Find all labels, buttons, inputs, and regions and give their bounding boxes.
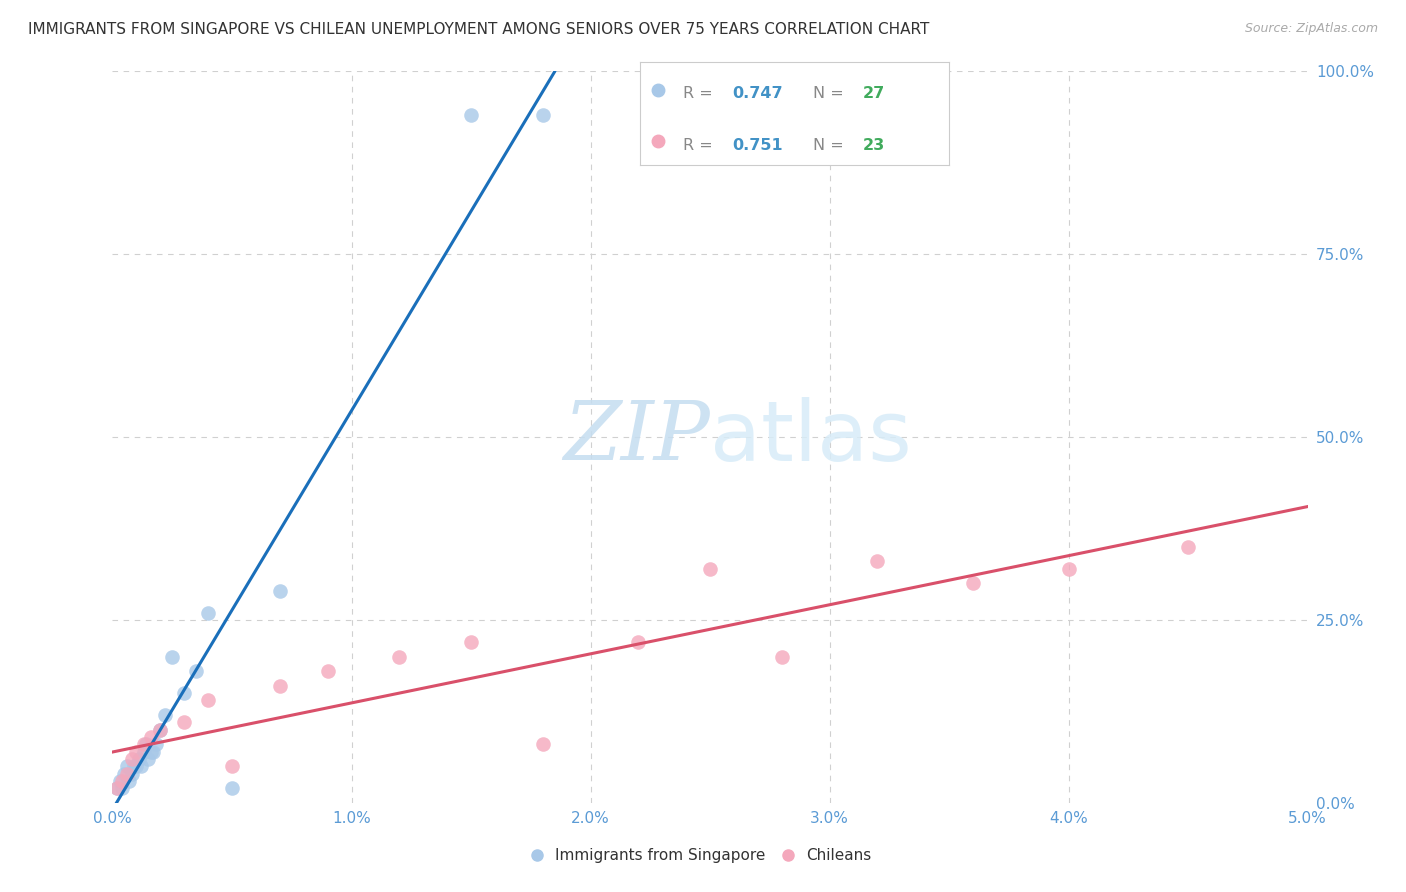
Point [316,664,339,678]
Point [122,759,145,773]
Point [105,781,128,796]
Text: 23: 23 [862,137,884,153]
Point [460,108,482,122]
Point [770,649,793,664]
Point [125,745,148,759]
Text: Immigrants from Singapore: Immigrants from Singapore [554,848,765,863]
Point [135,737,157,751]
Text: atlas: atlas [710,397,911,477]
Point [129,759,152,773]
Point [138,752,160,766]
Point [105,781,128,796]
Point [115,759,138,773]
Point [128,752,150,766]
Point [197,693,219,707]
Point [115,766,138,780]
Point [142,745,165,759]
Point [186,664,208,678]
Point [1177,540,1199,554]
Point [111,773,134,788]
Point [388,649,411,664]
Point [173,715,195,730]
Point [125,759,148,773]
Point [1057,562,1080,576]
Point [108,773,131,788]
Text: 0.751: 0.751 [733,137,783,153]
Point [162,649,183,664]
Text: Chileans: Chileans [806,848,870,863]
Point [139,730,162,744]
Point [149,723,172,737]
Point [221,759,243,773]
Text: N =: N = [813,87,849,102]
Point [132,737,155,751]
Point [627,635,650,649]
Point [269,583,291,598]
Text: Source: ZipAtlas.com: Source: ZipAtlas.com [1244,22,1378,36]
Text: R =: R = [683,87,718,102]
Point [149,723,172,737]
Point [962,576,984,591]
Text: R =: R = [683,137,718,153]
Point [145,737,167,751]
Point [531,737,554,751]
Text: IMMIGRANTS FROM SINGAPORE VS CHILEAN UNEMPLOYMENT AMONG SENIORS OVER 75 YEARS CO: IMMIGRANTS FROM SINGAPORE VS CHILEAN UNE… [28,22,929,37]
Point [460,635,482,649]
Point [121,752,143,766]
Point [531,108,554,122]
Point [139,745,162,759]
Text: 27: 27 [862,87,884,102]
Point [221,781,243,796]
Text: 0.747: 0.747 [733,87,783,102]
Point [699,562,721,576]
Point [197,606,219,620]
Text: N =: N = [813,137,849,153]
Point [173,686,195,700]
Point [132,745,155,759]
Text: ZIP: ZIP [564,397,710,477]
Point [121,766,143,780]
Point [118,773,141,788]
Point [114,766,135,780]
Point [866,554,889,568]
Point [111,781,134,796]
Point [269,679,291,693]
Point [153,708,176,723]
